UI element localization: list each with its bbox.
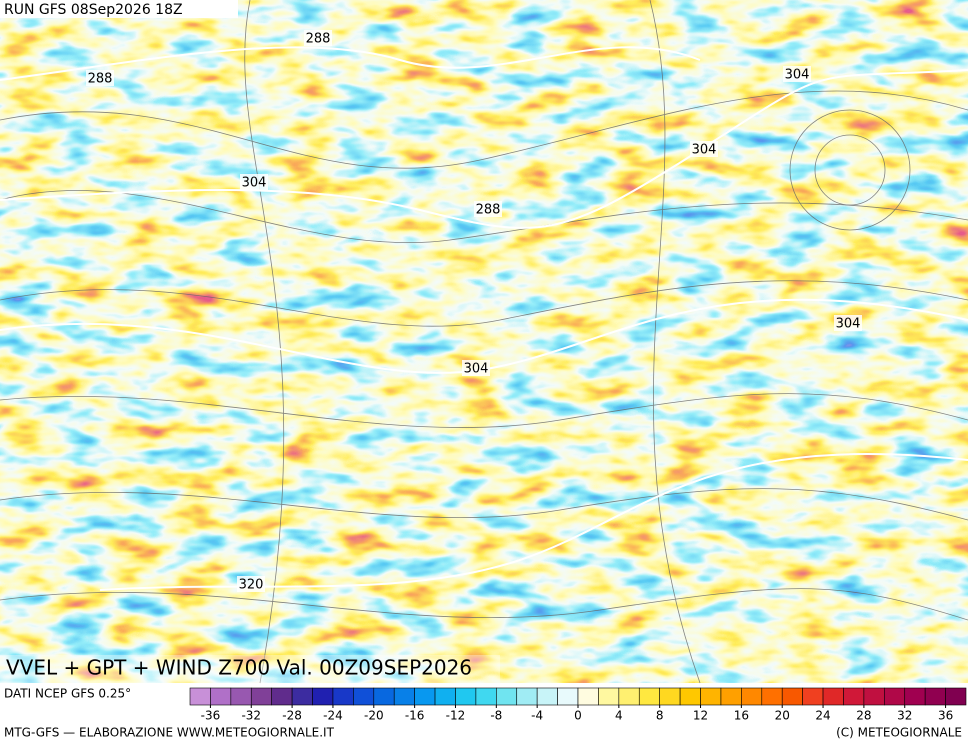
colorbar-swatch xyxy=(291,687,313,706)
colorbar-swatch xyxy=(475,687,497,706)
contour-label: 304 xyxy=(464,362,489,377)
colorbar-swatch xyxy=(332,687,354,706)
colorbar-swatch xyxy=(373,687,395,706)
colorbar-swatch xyxy=(598,687,620,706)
contour-label: 288 xyxy=(306,32,331,47)
colorbar-tick-label: -4 xyxy=(531,709,543,723)
colorbar-swatch xyxy=(577,687,599,706)
colorbar-swatch xyxy=(434,687,456,706)
colorbar-tick-label: -24 xyxy=(323,709,343,723)
contour-label-box xyxy=(237,576,265,592)
colorbar-swatch xyxy=(904,687,926,706)
contour-label: 288 xyxy=(88,72,113,87)
colorbar-swatch xyxy=(210,687,232,706)
colorbar-swatch xyxy=(638,687,660,706)
colorbar-swatch xyxy=(250,687,272,706)
colorbar-swatch xyxy=(720,687,742,706)
colorbar-swatch xyxy=(393,687,415,706)
map-title: VVEL + GPT + WIND Z700 Val. 00Z09SEP2026 xyxy=(6,656,472,680)
colorbar-swatch xyxy=(700,687,722,706)
colorbar-swatch xyxy=(414,687,436,706)
colorbar-tick-label: 20 xyxy=(775,709,790,723)
colorbar-swatch xyxy=(496,687,518,706)
colorbar-tick-label: -12 xyxy=(446,709,466,723)
colorbar-swatch xyxy=(230,687,252,706)
colorbar-tick-label: -8 xyxy=(490,709,502,723)
contour-label-box xyxy=(86,70,114,86)
header-box xyxy=(0,0,238,18)
colorbar-swatch xyxy=(884,687,906,706)
source-label: DATI NCEP GFS 0.25° xyxy=(4,687,131,701)
colorbar-tick-label: -28 xyxy=(282,709,302,723)
colorbar-tick-label: -36 xyxy=(201,709,221,723)
contour-label-box xyxy=(783,66,811,82)
colorbar-swatch xyxy=(536,687,558,706)
title-backdrop xyxy=(0,655,500,683)
colorbar-swatch xyxy=(741,687,763,706)
contour-label: 320 xyxy=(239,578,264,593)
contour-label: 304 xyxy=(785,68,810,83)
run-label: RUN GFS 08Sep2026 18Z xyxy=(4,2,183,18)
colorbar-swatch xyxy=(679,687,701,706)
colorbar-tick-label: 16 xyxy=(734,709,749,723)
colorbar-swatch xyxy=(516,687,538,706)
colorbar-swatch xyxy=(557,687,579,706)
colorbar-swatch xyxy=(863,687,885,706)
colorbar-swatch xyxy=(924,687,946,706)
colorbar-tick-label: 0 xyxy=(574,709,582,723)
colorbar-swatch xyxy=(802,687,824,706)
credit-right: (C) METEOGIORNALE xyxy=(836,726,962,740)
contour-label: 304 xyxy=(242,176,267,191)
map-field xyxy=(0,0,968,684)
contour-label-box xyxy=(304,30,332,46)
colorbar-tick-label: 32 xyxy=(897,709,912,723)
colorbar-tick-label: 28 xyxy=(856,709,871,723)
colorbar-swatch xyxy=(659,687,681,706)
colorbar-tick-label: -32 xyxy=(241,709,261,723)
contour-label: 288 xyxy=(476,203,501,218)
contour-label-box xyxy=(474,201,502,217)
colorbar-swatch xyxy=(271,687,293,706)
colorbar-swatch xyxy=(781,687,803,706)
colorbar-swatch xyxy=(312,687,334,706)
colorbar-tick-label: 4 xyxy=(615,709,623,723)
colorbar-swatch xyxy=(945,687,967,706)
contour-label-box xyxy=(690,141,718,157)
colorbar-swatch xyxy=(618,687,640,706)
colorbar-tick-label: 12 xyxy=(693,709,708,723)
contour-label: 304 xyxy=(692,143,717,158)
colorbar-swatch xyxy=(189,687,211,706)
colorbar-swatch xyxy=(822,687,844,706)
colorbar-swatch xyxy=(843,687,865,706)
contour-label-box xyxy=(240,174,268,190)
credit-left: MTG-GFS — ELABORAZIONE WWW.METEOGIORNALE… xyxy=(4,726,335,740)
colorbar-tick-label: 36 xyxy=(938,709,953,723)
colorbar-swatch xyxy=(353,687,375,706)
colorbar-swatch xyxy=(761,687,783,706)
colorbar-tick-label: -16 xyxy=(405,709,425,723)
contour-label-box xyxy=(834,315,862,331)
colorbar-tick-label: -20 xyxy=(364,709,384,723)
contour-label-box xyxy=(462,360,490,376)
colorbar-tick-label: 8 xyxy=(656,709,664,723)
colorbar-swatch xyxy=(455,687,477,706)
colorbar-tick-label: 24 xyxy=(815,709,830,723)
contour-label: 304 xyxy=(836,317,861,332)
